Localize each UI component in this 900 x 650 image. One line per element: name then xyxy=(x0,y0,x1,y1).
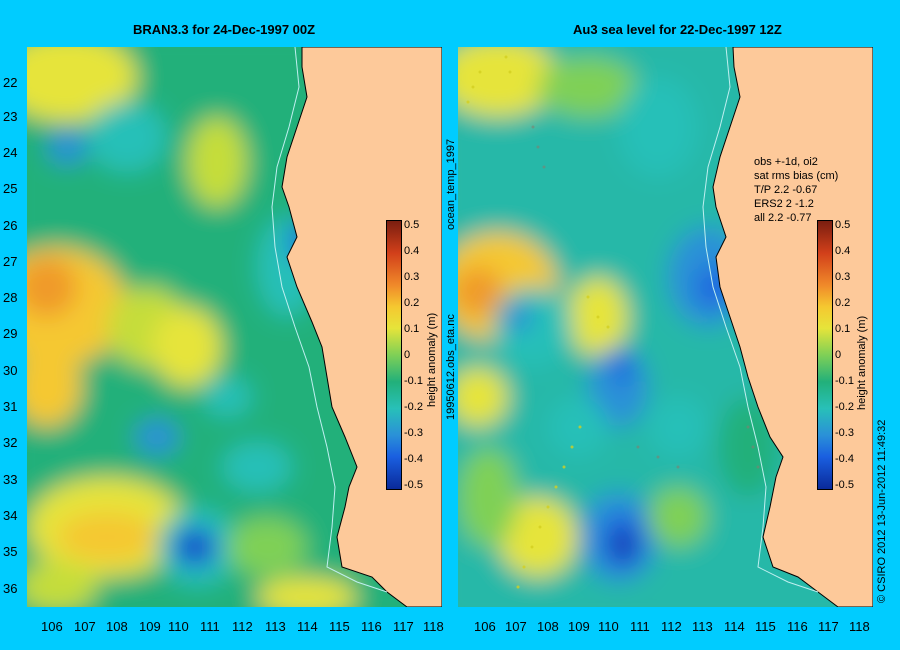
y-tick: 24 xyxy=(3,145,18,160)
right-map-field xyxy=(458,47,873,607)
x-tick: 110 xyxy=(168,619,189,634)
y-tick: 23 xyxy=(3,109,18,124)
left-colorbar-title: height anomaly (m) xyxy=(426,312,438,407)
colorbar-tick: -0.5 xyxy=(835,479,854,491)
x-tick: 114 xyxy=(724,619,745,634)
x-tick: 118 xyxy=(849,619,870,634)
colorbar-tick: 0.1 xyxy=(835,323,851,335)
x-tick: 106 xyxy=(41,619,63,634)
colorbar-tick: 0.5 xyxy=(835,219,851,231)
y-tick: 34 xyxy=(3,508,18,523)
x-tick: 107 xyxy=(505,619,527,634)
x-tick: 116 xyxy=(361,619,382,634)
x-tick: 108 xyxy=(106,619,128,634)
x-tick: 117 xyxy=(818,619,839,634)
right-map-panel xyxy=(458,47,873,607)
x-tick: 110 xyxy=(598,619,619,634)
colorbar-tick: 0.2 xyxy=(835,297,851,309)
x-tick: 115 xyxy=(755,619,776,634)
stats-line: obs +-1d, oi2 xyxy=(754,156,818,168)
x-tick: 111 xyxy=(200,619,220,634)
colorbar-tick: 0.5 xyxy=(404,219,420,231)
right-map-title: Au3 sea level for 22-Dec-1997 12Z xyxy=(573,22,782,37)
x-tick: 109 xyxy=(139,619,161,634)
colorbar-tick: 0.1 xyxy=(404,323,420,335)
colorbar-tick: 0 xyxy=(404,349,411,361)
colorbar-tick: -0.5 xyxy=(404,479,423,491)
y-tick: 22 xyxy=(3,75,18,90)
colorbar-tick: 0.3 xyxy=(835,271,851,283)
colorbar-tick: 0.4 xyxy=(835,245,851,257)
y-tick: 31 xyxy=(3,399,18,414)
colorbar-tick: -0.2 xyxy=(835,401,854,413)
colorbar-tick: -0.2 xyxy=(404,401,423,413)
y-tick: 25 xyxy=(3,181,18,196)
y-tick: 27 xyxy=(3,254,18,269)
x-tick: 112 xyxy=(232,619,253,634)
colorbar-tick: -0.1 xyxy=(404,375,423,387)
y-tick: 29 xyxy=(3,326,18,341)
colorbar-tick: -0.4 xyxy=(404,453,423,465)
right-colorbar-title: height anomaly (m) xyxy=(856,315,868,410)
x-tick: 113 xyxy=(265,619,286,634)
x-tick: 118 xyxy=(423,619,444,634)
x-tick: 107 xyxy=(74,619,96,634)
stats-line: sat rms bias (cm) xyxy=(754,170,839,182)
y-tick: 32 xyxy=(3,435,18,450)
file-label-b: 19950612.obs_eta.nc xyxy=(445,314,457,420)
y-tick: 33 xyxy=(3,472,18,487)
x-tick: 113 xyxy=(692,619,713,634)
stats-line: ERS2 2 -1.2 xyxy=(754,198,814,210)
colorbar-tick: 0.4 xyxy=(404,245,420,257)
left-landmass xyxy=(281,47,442,607)
colorbar-tick: 0 xyxy=(835,349,842,361)
x-tick: 106 xyxy=(474,619,496,634)
x-tick: 112 xyxy=(661,619,682,634)
left-colorbar xyxy=(386,220,402,490)
x-tick: 116 xyxy=(787,619,808,634)
colorbar-tick: 0.3 xyxy=(404,271,420,283)
y-tick: 26 xyxy=(3,218,18,233)
stats-line: T/P 2.2 -0.67 xyxy=(754,184,818,196)
stats-line: all 2.2 -0.77 xyxy=(754,212,812,224)
credit-text: © CSIRO 2012 13-Jun-2012 11:49:32 xyxy=(876,419,888,603)
right-colorbar xyxy=(817,220,833,490)
x-tick: 115 xyxy=(329,619,350,634)
colorbar-tick: -0.4 xyxy=(835,453,854,465)
x-tick: 117 xyxy=(393,619,414,634)
y-tick: 28 xyxy=(3,290,18,305)
colorbar-tick: -0.3 xyxy=(404,427,423,439)
y-tick: 35 xyxy=(3,544,18,559)
right-landmass xyxy=(712,47,873,607)
x-tick: 109 xyxy=(568,619,590,634)
x-tick: 114 xyxy=(297,619,318,634)
y-tick: 30 xyxy=(3,363,18,378)
left-map-title: BRAN3.3 for 24-Dec-1997 00Z xyxy=(133,22,316,37)
left-map-panel xyxy=(27,47,442,607)
colorbar-tick: 0.2 xyxy=(404,297,420,309)
right-stats-box: obs +-1d, oi2 sat rms bias (cm) T/P 2.2 … xyxy=(754,155,838,225)
left-map-field xyxy=(27,47,442,607)
colorbar-tick: -0.1 xyxy=(835,375,854,387)
y-tick: 36 xyxy=(3,581,18,596)
x-tick: 111 xyxy=(630,619,650,634)
colorbar-tick: -0.3 xyxy=(835,427,854,439)
x-tick: 108 xyxy=(537,619,559,634)
file-label-a: ocean_temp_1997 xyxy=(445,138,457,230)
